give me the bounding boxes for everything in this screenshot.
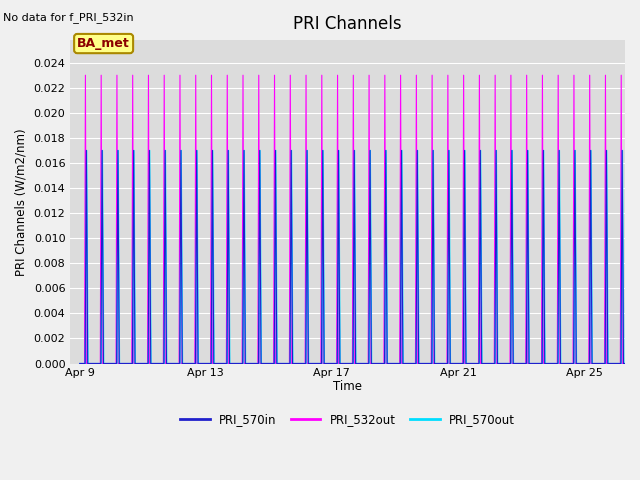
Y-axis label: PRI Channels (W/m2/nm): PRI Channels (W/m2/nm): [15, 128, 28, 276]
Title: PRI Channels: PRI Channels: [293, 15, 402, 33]
Text: BA_met: BA_met: [77, 37, 130, 50]
X-axis label: Time: Time: [333, 380, 362, 393]
Legend: PRI_570in, PRI_532out, PRI_570out: PRI_570in, PRI_532out, PRI_570out: [175, 408, 520, 431]
Text: No data for f_PRI_532in: No data for f_PRI_532in: [3, 12, 134, 23]
